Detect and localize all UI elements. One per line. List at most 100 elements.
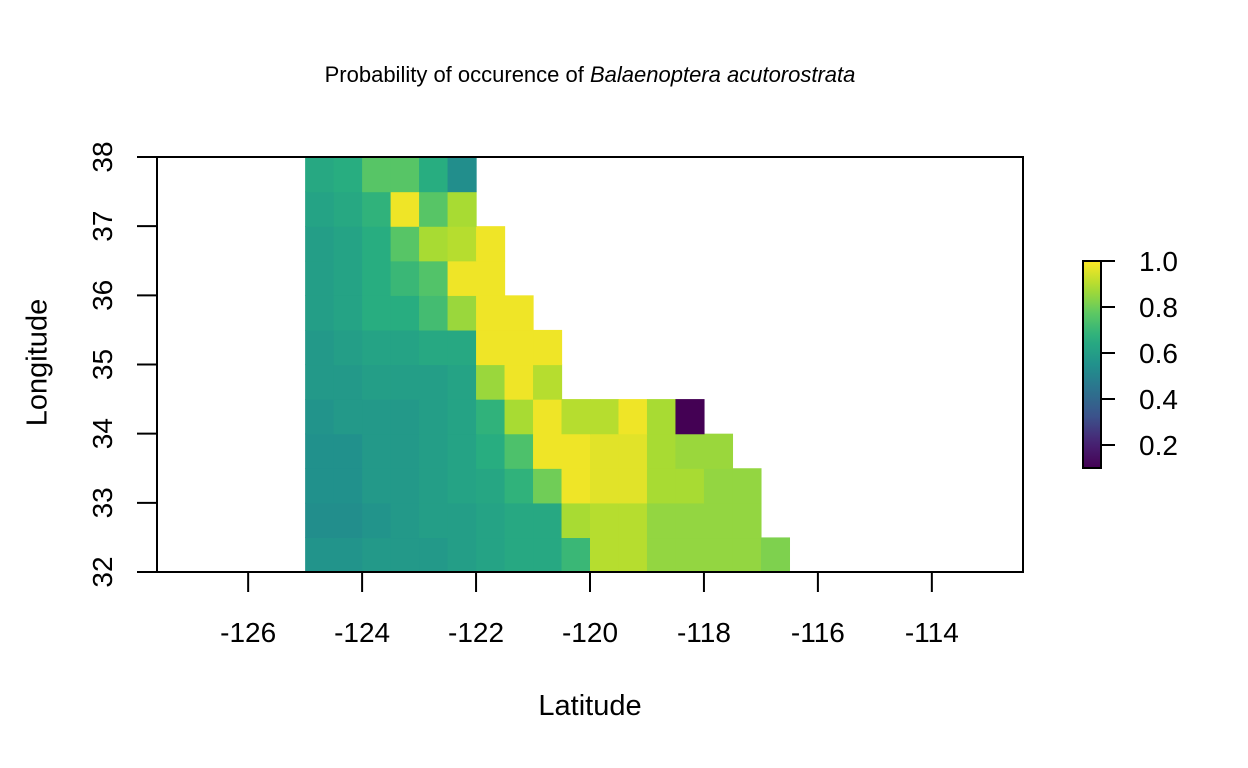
x-tick-label: -126 [220, 617, 276, 648]
heatmap-cell [447, 226, 477, 262]
y-tick-label: 33 [87, 487, 118, 518]
heatmap-cell [504, 364, 534, 400]
heatmap-cell [675, 502, 705, 539]
colorbar-tick-label: 0.8 [1139, 292, 1178, 323]
x-tick-label: -114 [905, 617, 959, 648]
y-axis-label: Longitude [21, 298, 54, 427]
heatmap-cell [447, 433, 477, 469]
heatmap-cell [703, 433, 734, 469]
heatmap-cell [504, 433, 534, 469]
heatmap-cell [504, 399, 534, 435]
heatmap-cell [533, 502, 563, 539]
heatmap-cell [476, 329, 506, 366]
heatmap-cell [447, 329, 477, 366]
heatmap-cell [333, 433, 363, 469]
heatmap-cell [732, 468, 762, 504]
heatmap-cell [561, 502, 591, 539]
x-tick-label: -116 [791, 617, 845, 648]
heatmap-cell [476, 468, 506, 504]
heatmap-cell [476, 537, 506, 573]
heatmap-cell [646, 399, 677, 435]
heatmap-cell [333, 399, 363, 435]
y-tick-label: 32 [87, 556, 118, 587]
heatmap-cell [419, 468, 449, 504]
heatmap-cell [618, 537, 648, 573]
heatmap-cell [362, 399, 392, 435]
colorbar-tick-label: 0.6 [1139, 338, 1178, 369]
heatmap-cell [390, 157, 420, 193]
heatmap-cell [362, 191, 392, 227]
heatmap-cell [390, 295, 420, 331]
heatmap-cell [419, 329, 449, 366]
heatmap-cell [390, 191, 420, 227]
heatmap-cell [390, 502, 420, 539]
x-tick-label: -118 [677, 617, 731, 648]
x-axis-label: Latitude [538, 690, 642, 722]
heatmap-cell [447, 468, 477, 504]
heatmap-cell [419, 364, 449, 400]
y-tick-label: 38 [87, 141, 118, 172]
x-tick-label: -122 [448, 617, 504, 648]
heatmap-cell [362, 433, 392, 469]
heatmap-cell [590, 502, 620, 539]
heatmap-cell [419, 537, 449, 573]
heatmap-cell [476, 295, 506, 331]
heatmap-cell [447, 191, 477, 227]
heatmap-cell [362, 157, 392, 193]
heatmap-cell [533, 537, 563, 573]
heatmap-cell [732, 502, 762, 539]
heatmap-cell [419, 191, 449, 227]
heatmap-cell [504, 295, 534, 331]
heatmap-cell [333, 226, 363, 262]
heatmap-cell [419, 502, 449, 539]
heatmap-cell [476, 260, 506, 296]
colorbar-tick-label: 1.0 [1139, 246, 1178, 277]
heatmap-cell [390, 329, 420, 366]
heatmap-cell [333, 191, 363, 227]
heatmap-cell [305, 295, 335, 331]
heatmap-cell [390, 364, 420, 400]
heatmap-cell [305, 191, 335, 227]
heatmap-cell [476, 399, 506, 435]
heatmap-cell [533, 329, 563, 366]
heatmap-cell [732, 537, 762, 573]
heatmap-cell [419, 399, 449, 435]
heatmap-cell [305, 537, 335, 573]
heatmap-cell [561, 433, 591, 469]
heatmap-cell [362, 295, 392, 331]
heatmap-cell [760, 537, 791, 573]
heatmap-cell [561, 468, 591, 504]
heatmap-cell [590, 433, 620, 469]
heatmap-cell [362, 226, 392, 262]
title-prefix: Probability of occurence of [324, 62, 590, 87]
title-species: Balaenoptera acutorostrata [589, 62, 856, 87]
chart-title: Probability of occurence of Balaenoptera… [0, 62, 1180, 88]
heatmap-cell [305, 364, 335, 400]
y-tick-label: 34 [87, 418, 118, 449]
heatmap-cell [305, 329, 335, 366]
heatmap-cell [333, 502, 363, 539]
heatmap-cell [333, 157, 363, 193]
heatmap-cell [561, 537, 591, 573]
heatmap-cell [447, 399, 477, 435]
heatmap-cell [305, 433, 335, 469]
heatmap-cell [419, 433, 449, 469]
heatmap-cell [618, 468, 648, 504]
heatmap-cell [533, 468, 563, 504]
heatmap-cell [362, 329, 392, 366]
heatmap-cell [646, 433, 677, 469]
heatmap-cell [362, 260, 392, 296]
heatmap-cell [675, 537, 705, 573]
heatmap-cell [419, 157, 449, 193]
heatmap-cell [390, 537, 420, 573]
heatmap-cell [533, 364, 563, 400]
heatmap-cell [362, 364, 392, 400]
heatmap-cell [590, 468, 620, 504]
heatmap-cell [447, 157, 477, 193]
heatmap-cell [305, 260, 335, 296]
heatmap-cell [703, 502, 734, 539]
heatmap-cell [362, 502, 392, 539]
heatmap-cell [476, 226, 506, 262]
heatmap-cell [447, 502, 477, 539]
heatmap-cell [533, 399, 563, 435]
